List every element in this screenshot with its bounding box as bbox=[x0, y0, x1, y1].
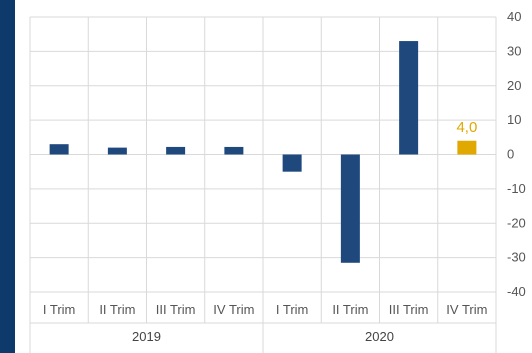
bar-1 bbox=[107, 147, 127, 155]
y-tick-label-3: 10 bbox=[507, 112, 521, 127]
x-category-label-3: IV Trim bbox=[213, 302, 254, 317]
x-category-label-7: IV Trim bbox=[446, 302, 487, 317]
x-category-label-2: III Trim bbox=[156, 302, 196, 317]
y-tick-label-1: 30 bbox=[507, 43, 521, 58]
y-tick-label-5: -10 bbox=[507, 181, 526, 196]
x-group-label-0: 2019 bbox=[132, 329, 161, 344]
x-category-label-6: III Trim bbox=[389, 302, 429, 317]
y-tick-label-2: 20 bbox=[507, 78, 521, 93]
bar-7 bbox=[457, 140, 477, 155]
data-labels: 4,0 bbox=[456, 119, 477, 136]
y-tick-label-6: -20 bbox=[507, 215, 526, 230]
bar-6 bbox=[399, 41, 419, 155]
y-axis: 40 30 20 10 0 -10 -20 -30 -40 bbox=[507, 9, 526, 299]
bar-2 bbox=[166, 146, 186, 155]
chart-panel: 40 30 20 10 0 -10 -20 -30 -40 I Trim II Trim III T… bbox=[15, 0, 532, 353]
bar-4 bbox=[282, 154, 302, 172]
x-category-label-0: I Trim bbox=[43, 302, 76, 317]
data-label-0: 4,0 bbox=[456, 119, 477, 136]
x-axis: I Trim II Trim III Trim IV Trim I Trim II Tri… bbox=[43, 302, 488, 344]
chart: 40 30 20 10 0 -10 -20 -30 -40 I Trim II Trim III T… bbox=[29, 9, 526, 353]
x-category-label-5: II Trim bbox=[332, 302, 368, 317]
bars bbox=[49, 41, 477, 263]
bar-5 bbox=[340, 154, 360, 263]
x-category-label-4: I Trim bbox=[276, 302, 309, 317]
y-tick-label-7: -30 bbox=[507, 250, 526, 265]
grid bbox=[29, 16, 497, 353]
bar-3 bbox=[224, 146, 244, 155]
x-category-label-1: II Trim bbox=[99, 302, 135, 317]
x-group-label-1: 2020 bbox=[365, 329, 394, 344]
y-tick-label-8: -40 bbox=[507, 284, 526, 299]
y-tick-label-0: 40 bbox=[507, 9, 521, 24]
y-tick-label-4: 0 bbox=[507, 147, 514, 162]
bar-0 bbox=[49, 144, 69, 155]
